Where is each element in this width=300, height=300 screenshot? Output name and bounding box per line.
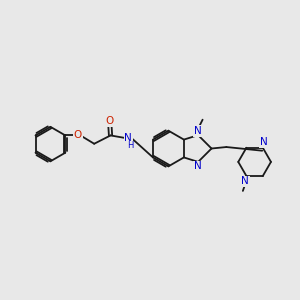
Text: O: O bbox=[74, 130, 82, 140]
Text: H: H bbox=[127, 141, 133, 150]
Text: O: O bbox=[106, 116, 114, 126]
Text: N: N bbox=[124, 134, 132, 143]
Text: N: N bbox=[242, 176, 249, 186]
Text: N: N bbox=[260, 137, 268, 147]
Text: N: N bbox=[194, 126, 202, 136]
Text: N: N bbox=[194, 161, 202, 171]
